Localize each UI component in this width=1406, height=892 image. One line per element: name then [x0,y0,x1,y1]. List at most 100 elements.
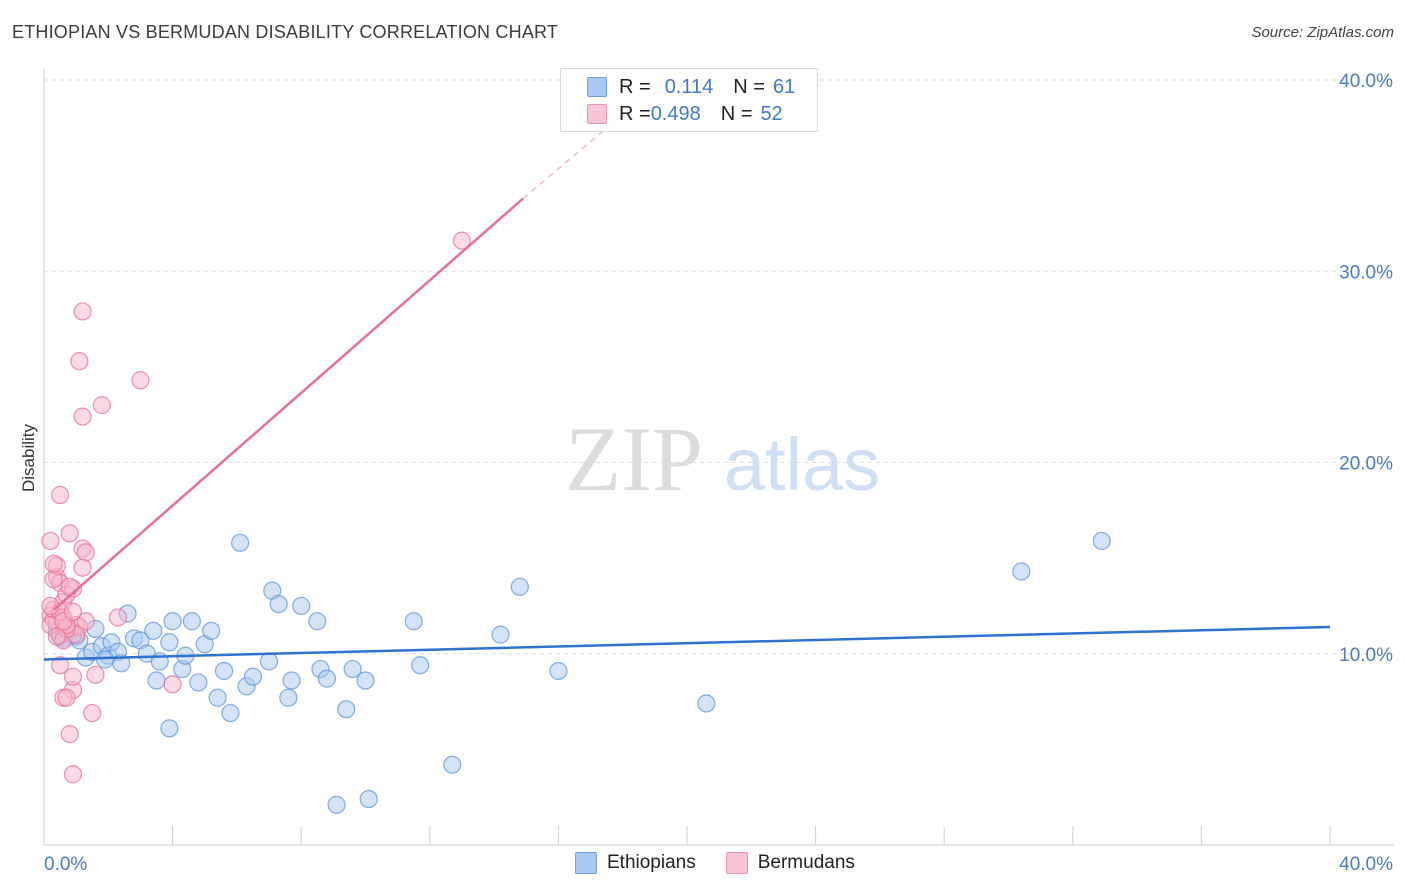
point-bermudan [60,724,79,744]
point-ethiopian [243,667,263,686]
point-ethiopian [510,577,529,596]
point-ethiopian [144,621,163,640]
point-bermudan [63,602,83,621]
y-tick-label: 20.0% [1339,454,1393,475]
legend-row-ethiopians: R = 0.114 N = 61 [587,74,795,100]
legend-label-bermudans: Bermudans [757,852,855,873]
point-bermudan [41,531,60,551]
point-ethiopian [160,719,179,738]
legend-n-label: N = [733,75,765,98]
legend-row-bermudans: R = 0.498 N = 52 [587,101,783,127]
point-ethiopian [1012,562,1031,581]
point-bermudan [57,688,76,707]
point-bermudan [86,665,105,684]
point-ethiopian [208,688,227,707]
point-ethiopian [549,661,568,681]
point-ethiopian [214,661,234,681]
source-label: Source: ZipAtlas.com [1251,24,1394,41]
legend-r-value: 0.114 [664,75,714,98]
y-tick-label: 30.0% [1339,262,1393,283]
y-tick-label: 10.0% [1339,645,1393,666]
legend-n-label: N = [720,102,753,125]
grid-lines [44,79,1394,655]
legend-r-label: R = [619,75,651,98]
y-tick-label: 40.0% [1339,71,1393,92]
point-bermudan [70,352,89,371]
legend-r-value: 0.498 [650,102,701,125]
point-ethiopian [697,694,716,713]
point-ethiopian [231,533,250,552]
point-ethiopian [221,703,240,723]
point-bermudan [50,656,70,675]
point-bermudan [76,612,95,631]
trend-line-bermudans [52,197,524,611]
point-ethiopian [279,688,298,707]
point-bermudan [73,407,92,426]
watermark-zip: ZIP [565,408,703,510]
point-bermudan [63,667,83,686]
point-ethiopian [491,625,510,644]
point-bermudan [452,231,472,250]
point-bermudan [73,558,92,577]
watermark-atlas: atlas [724,423,880,506]
axes [43,68,1394,846]
stats-legend: R = 0.114 N = 61 R = 0.498 N = 52 [560,68,818,132]
point-bermudan [131,371,150,390]
point-ethiopian [160,633,179,652]
point-ethiopian [404,612,423,631]
point-ethiopian [202,621,221,640]
trend-lines [43,113,1331,661]
point-bermudan [108,608,128,627]
legend-swatch-ethiopians [587,77,607,97]
point-ethiopian [269,594,288,614]
point-ethiopian [182,612,201,631]
legend-item-bermudans[interactable]: Bermudans [725,852,855,874]
legend-swatch-bermudans [587,104,607,124]
trend-line-ethiopians [43,625,1331,661]
point-ethiopian [292,596,311,616]
point-bermudan [163,675,182,694]
point-bermudan [60,524,79,543]
legend-item-ethiopians[interactable]: Ethiopians [575,852,696,874]
legend-r-label: R = [619,102,651,125]
tick-labels: 10.0% 20.0% 30.0% 40.0% 0.0% 40.0% [44,71,1393,875]
legend-n-value: 52 [760,102,783,125]
point-bermudan [73,302,92,321]
legend-swatch-ethiopians [575,852,597,874]
legend-label-ethiopians: Ethiopians [607,852,696,873]
point-ethiopian [95,650,115,669]
point-bermudan [83,703,102,723]
point-ethiopian [317,669,337,688]
point-ethiopian [282,671,301,690]
point-bermudan [76,543,95,562]
point-ethiopian [356,671,375,690]
watermark: ZIP atlas [565,408,880,510]
point-ethiopian [411,656,430,675]
point-bermudan [60,577,79,596]
legend-n-value: 61 [772,75,796,98]
point-ethiopian [337,700,356,719]
point-ethiopian [443,755,462,774]
point-bermudan [63,765,83,784]
point-ethiopian [308,612,327,631]
point-ethiopian [343,659,362,679]
y-axis-label: Disability [19,423,38,492]
point-bermudan [50,485,70,505]
point-ethiopian [189,673,208,692]
chart-title: ETHIOPIAN VS BERMUDAN DISABILITY CORRELA… [12,22,559,42]
point-ethiopian [359,789,378,809]
series-ethiopians [47,531,1111,814]
point-bermudan [44,554,63,573]
point-ethiopian [259,652,279,671]
point-bermudan [44,570,63,589]
point-bermudan [92,396,111,415]
x-tick-label: 40.0% [1339,854,1393,875]
point-bermudan [47,627,66,646]
point-ethiopian [1092,531,1111,551]
x-tick-label: 0.0% [44,854,87,875]
point-ethiopian [327,795,346,814]
point-ethiopian [147,671,166,690]
legend-swatch-bermudans [725,852,748,874]
point-ethiopian [163,612,182,631]
